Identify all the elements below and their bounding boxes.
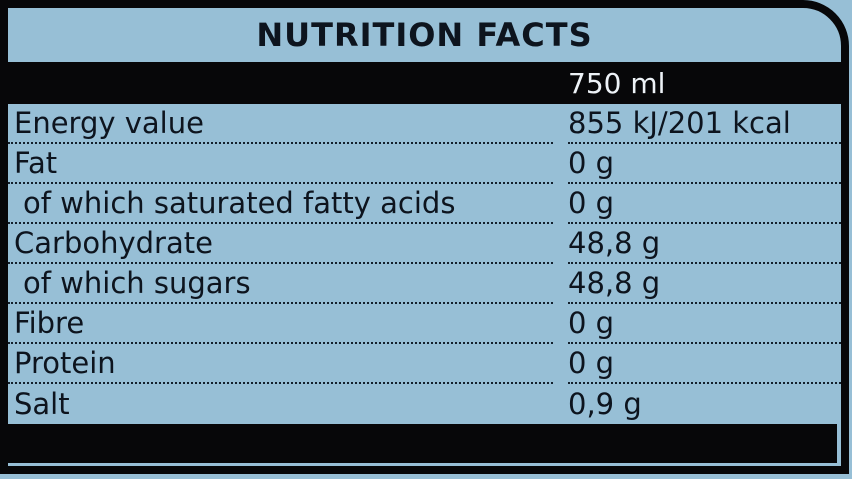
nutrient-value: 48,8 g (568, 264, 841, 304)
nutrient-value: 0 g (568, 184, 841, 224)
table-row-protein: Protein 0 g (8, 344, 841, 384)
nutrient-name: Protein (8, 344, 553, 384)
table-row-carbohydrate: Carbohydrate 48,8 g (8, 224, 841, 264)
table-row-fibre: Fibre 0 g (8, 304, 841, 344)
nutrient-value: 855 kJ/201 kcal (568, 104, 841, 144)
nutrient-value: 0 g (568, 304, 841, 344)
nutrient-value: 0 g (568, 344, 841, 384)
footer-bar (8, 424, 837, 463)
nutrient-name: Energy value (8, 104, 553, 144)
table-row-energy: Energy value 855 kJ/201 kcal (8, 104, 841, 144)
table-row-sugars: of which sugars 48,8 g (8, 264, 841, 304)
table-row-saturated-fat: of which saturated fatty acids 0 g (8, 184, 841, 224)
nutrient-table: Energy value 855 kJ/201 kcal Fat 0 g of … (8, 104, 841, 424)
serving-bar: 750 ml (8, 62, 841, 104)
table-row-salt: Salt 0,9 g (8, 384, 841, 424)
nutrient-name: of which saturated fatty acids (8, 184, 553, 224)
table-row-fat: Fat 0 g (8, 144, 841, 184)
nutrient-name: Carbohydrate (8, 224, 553, 264)
title-bar: NUTRITION FACTS (8, 8, 841, 62)
page-title: NUTRITION FACTS (256, 16, 593, 54)
nutrient-name: Fat (8, 144, 553, 184)
nutrient-value: 0 g (568, 144, 841, 184)
nutrient-name: Fibre (8, 304, 553, 344)
nutrient-name: Salt (14, 387, 70, 421)
nutrient-value: 0,9 g (568, 387, 642, 421)
nutrient-value: 48,8 g (568, 224, 841, 264)
nutrient-name: of which sugars (8, 264, 553, 304)
serving-size: 750 ml (568, 66, 666, 100)
